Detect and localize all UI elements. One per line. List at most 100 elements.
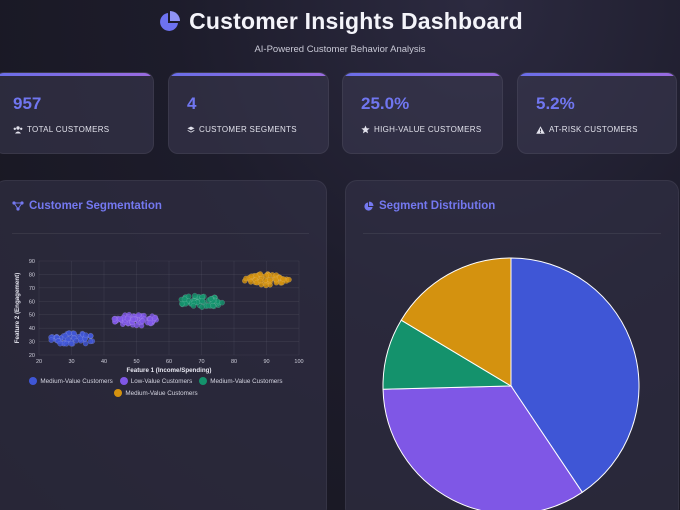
chart-legend: Medium-Value Customers Low-Value Custome… [21,377,291,401]
legend-label: Medium-Value Customers [40,377,113,385]
x-tick-label: 90 [263,359,269,365]
x-tick-label: 40 [101,359,107,365]
y-tick-label: 50 [29,313,35,319]
legend-item[interactable]: Medium-Value Customers [29,377,113,385]
scatter-point [63,340,70,347]
legend-swatch [114,389,123,397]
distribution-panel: Segment Distribution [345,180,679,510]
scatter-point [111,316,118,322]
x-tick-label: 60 [166,359,172,365]
scatter-point [257,271,264,277]
stat-card-high-value: 25.0% HIGH-VALUE CUSTOMERS [342,72,503,154]
legend-label: Medium-Value Customers [210,377,283,385]
legend-swatch [119,377,128,385]
legend-item[interactable]: Medium-Value Customers [199,377,283,385]
pie-slice [382,385,583,510]
users-icon [13,125,23,133]
stat-card-segments: 4 CUSTOMER SEGMENTS [168,72,329,154]
y-tick-label: 60 [29,299,35,305]
scatter-point [199,298,205,304]
scatter-point [190,303,197,309]
stat-label: TOTAL CUSTOMERS [27,125,110,134]
y-tick-label: 70 [29,286,35,292]
stat-label: CUSTOMER SEGMENTS [199,125,297,134]
stat-card-total-customers: 957 TOTAL CUSTOMERS [0,72,154,154]
divider [12,233,309,234]
panel-title: Customer Segmentation [29,200,162,212]
scatter-point [262,277,269,284]
pie-slice [510,257,640,494]
scatter-point [65,336,71,343]
pie-slice [400,257,512,387]
scatter-point [57,340,63,347]
x-tick-label: 30 [68,359,74,365]
scatter-point [286,276,292,283]
stat-label: AT-RISK CUSTOMERS [549,125,638,134]
stat-card-at-risk: 5.2% AT-RISK CUSTOMERS [517,72,677,154]
dashboard-header: Customer Insights Dashboard AI-Powered C… [0,8,680,55]
legend-swatch [29,377,38,385]
layers-icon [187,126,195,133]
scatter-point [68,340,75,347]
scatter-point [151,315,158,321]
legend-item[interactable]: Medium-Value Customers [114,389,198,397]
scatter-point [48,337,55,343]
scatter-point [73,338,80,344]
stat-value: 25.0% [361,94,410,113]
scatter-point [62,332,69,339]
divider [363,233,661,234]
legend-item[interactable]: Low-Value Customers [119,377,193,385]
y-tick-label: 80 [29,272,35,278]
scatter-point [258,281,265,288]
legend-swatch [199,377,208,385]
scatter-point [130,316,137,323]
page-title: Customer Insights Dashboard [189,8,523,34]
scatter-point [133,322,140,329]
scatter-point [263,272,269,279]
stat-label: HIGH-VALUE CUSTOMERS [374,125,482,134]
scatter-point [139,318,146,325]
scatter-point [179,300,185,307]
scatter-point [117,316,124,322]
scatter-point [248,279,254,285]
scatter-point [124,315,131,322]
scatter-point [87,338,94,345]
star-icon [361,125,370,134]
scatter-point [77,335,84,342]
warning-icon [536,125,545,134]
scatter-chart: 20 30 40 50 60 70 80 90 100 20 30 40 50 60 70 80 90 Featu… [14,259,304,374]
scatter-point [181,296,188,303]
pie-chart-icon [160,10,181,31]
scatter-point [135,312,142,318]
network-icon [12,201,24,211]
scatter-point [280,276,287,282]
scatter-point [199,304,205,310]
stat-value: 4 [187,94,197,113]
x-tick-label: 80 [231,359,237,365]
x-tick-label: 100 [294,359,303,365]
x-tick-label: 50 [133,359,139,365]
scatter-point [219,299,225,306]
pie-chart [382,257,640,510]
segmentation-panel: Customer Segmentation 20 30 40 50 60 70 80 90 10… [0,180,327,510]
scatter-point [208,296,214,302]
legend-label: Low-Value Customers [130,377,193,385]
y-tick-label: 90 [29,259,35,265]
y-tick-label: 30 [29,340,35,346]
x-tick-label: 70 [198,359,204,365]
scatter-point [263,282,269,289]
y-tick-label: 40 [29,326,35,332]
scatter-point [147,320,153,326]
y-tick-label: 20 [29,353,35,359]
scatter-point [248,273,255,280]
stat-value: 5.2% [536,94,575,113]
y-axis-label: Feature 2 (Engagement) [14,273,21,343]
stat-value: 957 [13,94,42,113]
x-tick-label: 20 [36,359,42,365]
x-axis-label: Feature 1 (Income/Spending) [127,367,212,374]
legend-label: Medium-Value Customers [125,389,198,397]
scatter-point [66,330,72,336]
page-subtitle: AI-Powered Customer Behavior Analysis [254,44,426,55]
scatter-point [83,332,89,338]
scatter-point [87,332,94,339]
